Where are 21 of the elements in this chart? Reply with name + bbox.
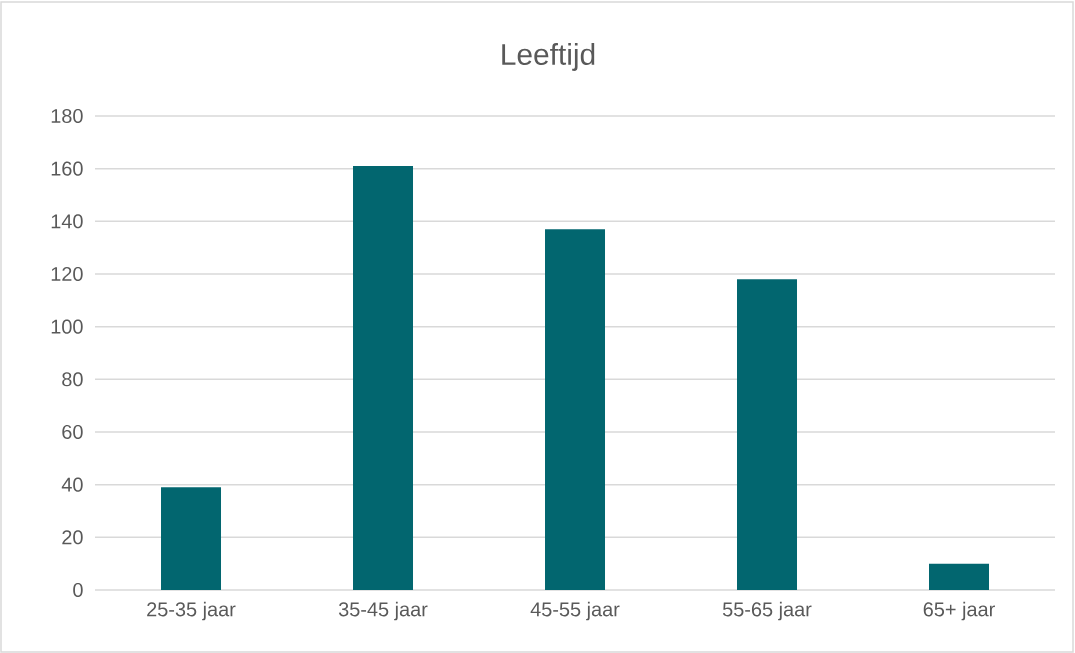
x-tick-label: 25-35 jaar xyxy=(147,601,236,621)
y-tick-label: 60 xyxy=(62,424,83,440)
x-tick-label: 55-65 jaar xyxy=(722,601,812,621)
chart-title: Leeftijd xyxy=(502,43,595,71)
x-tick-label: 45-55 jaar xyxy=(530,601,620,621)
bar xyxy=(737,279,798,590)
y-tick-label: 40 xyxy=(61,477,83,492)
y-tick-label: 0 xyxy=(73,582,83,598)
bar xyxy=(161,487,222,590)
bar xyxy=(545,229,606,590)
y-tick-label: 180 xyxy=(51,108,83,124)
y-tick-label: 100 xyxy=(51,319,83,334)
y-tick-label: 120 xyxy=(51,266,83,282)
bar xyxy=(929,563,990,590)
y-tick-label: 20 xyxy=(62,530,83,545)
y-tick-label: 160 xyxy=(51,161,83,176)
x-tick-label: 35-45 jaar xyxy=(338,601,428,621)
bar xyxy=(353,166,414,590)
y-tick-label: 80 xyxy=(62,372,83,387)
y-tick-label: 140 xyxy=(51,214,83,229)
x-tick-label: 65+ jaar xyxy=(923,601,995,621)
